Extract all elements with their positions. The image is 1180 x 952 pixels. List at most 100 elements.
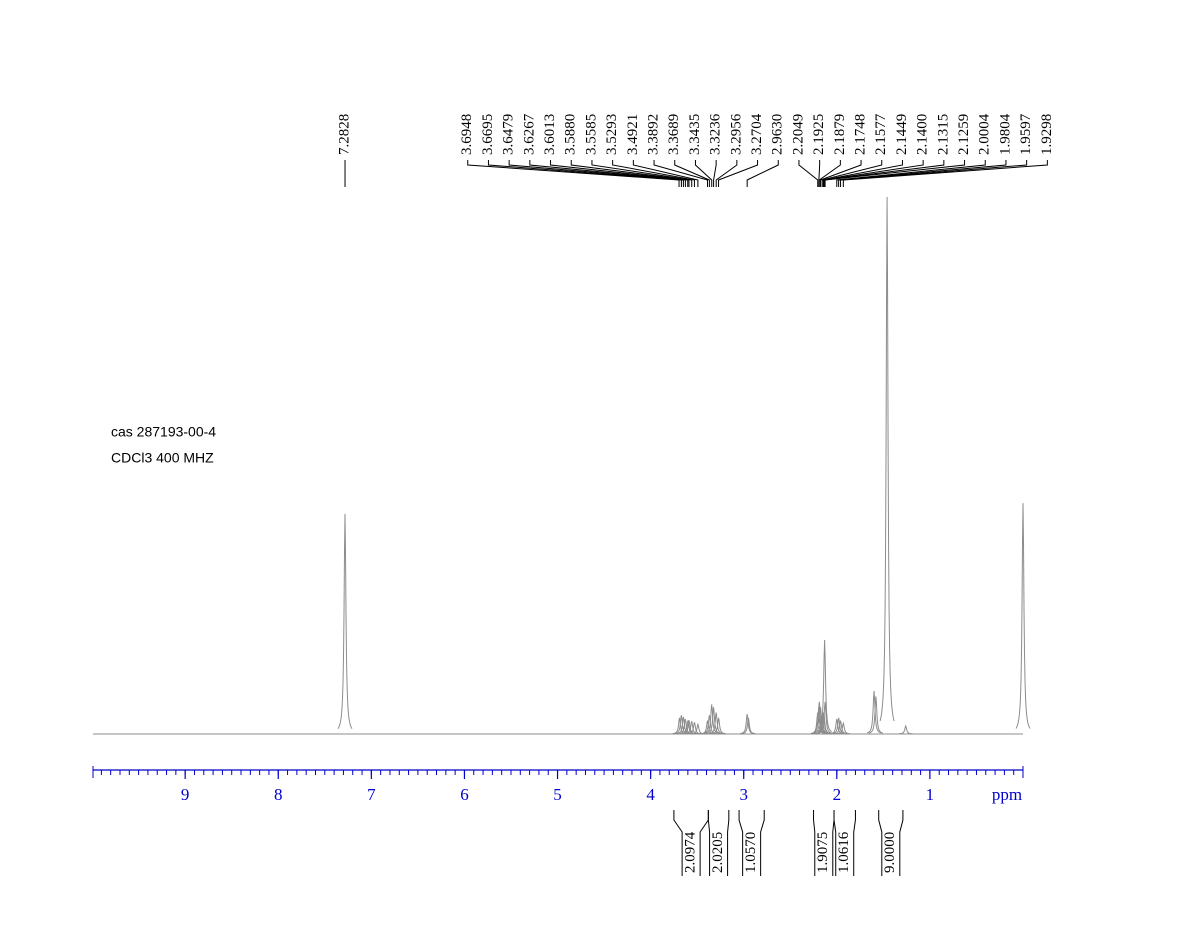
peak-label: 3.3236 <box>708 113 724 155</box>
peak-label-leader <box>550 160 689 187</box>
peak <box>706 707 721 734</box>
integral-label: 1.9075 <box>815 832 831 873</box>
peak <box>898 724 913 735</box>
peak-label: 3.2704 <box>749 113 765 155</box>
peak <box>817 640 832 733</box>
integral-bracket <box>673 810 683 876</box>
x-tick-label: 2 <box>833 785 842 804</box>
peak-label: 2.9630 <box>770 114 786 155</box>
peak <box>741 717 756 735</box>
integral-bracket <box>707 810 711 876</box>
peak-label: 2.1577 <box>873 113 889 155</box>
integral-label: 2.0974 <box>683 831 699 873</box>
peak <box>833 720 848 735</box>
peak-label: 2.1925 <box>811 114 827 155</box>
peak-label-leader <box>821 160 883 187</box>
x-tick-label: 4 <box>646 785 655 804</box>
integral-bracket <box>738 810 744 876</box>
peak-label-leader <box>508 160 684 187</box>
peak-label-leader <box>824 160 945 187</box>
peak-label: 3.3435 <box>687 114 703 155</box>
peak-label-leader <box>632 160 699 187</box>
peak-label: 1.9298 <box>1039 114 1055 155</box>
x-tick-label: 5 <box>553 785 562 804</box>
peak <box>1015 503 1031 729</box>
peak-label-leader <box>694 160 713 187</box>
x-tick-label: 7 <box>367 785 376 804</box>
peak <box>709 712 724 734</box>
peak-label-leader <box>746 160 779 187</box>
peak-label-leader <box>467 160 680 187</box>
peak-label-leader <box>713 160 717 187</box>
peak-label: 7.2828 <box>336 114 352 155</box>
peak-label: 1.9804 <box>997 113 1013 155</box>
peak-label: 3.5293 <box>604 114 620 155</box>
peak-label-leader <box>820 160 862 187</box>
peak <box>684 720 699 735</box>
integral-label: 9.0000 <box>882 832 898 873</box>
x-tick-label: 9 <box>181 785 190 804</box>
sample-label: cas 287193-00-4 <box>111 424 216 440</box>
peak-label-leader <box>838 160 1007 187</box>
peak <box>868 696 884 734</box>
integral-bracket <box>813 810 816 876</box>
x-tick-label: 6 <box>460 785 469 804</box>
peak-label-leader <box>591 160 693 187</box>
peak-label-leader <box>824 160 966 187</box>
peak-label: 2.1879 <box>832 114 848 155</box>
peak-label: 3.2956 <box>728 113 744 155</box>
peak-label: 3.6267 <box>521 113 537 155</box>
peak-label: 3.6013 <box>542 114 558 155</box>
peak-label: 3.6695 <box>480 114 496 155</box>
peak-label: 3.6479 <box>501 114 517 155</box>
peak <box>687 722 702 735</box>
integral-bracket <box>833 810 837 876</box>
integral-label: 2.0205 <box>710 832 726 873</box>
peak <box>817 701 833 734</box>
peak <box>879 196 895 722</box>
x-tick-label: 8 <box>274 785 283 804</box>
peak <box>866 691 882 734</box>
peak-label: 3.3892 <box>645 114 661 155</box>
peak <box>337 513 353 729</box>
peak-label: 2.1259 <box>956 114 972 155</box>
peak-label: 3.5880 <box>563 114 579 155</box>
peak <box>704 704 719 734</box>
integral-bracket <box>899 810 904 876</box>
peak <box>711 717 726 735</box>
integral-bracket <box>760 810 765 876</box>
integral-bracket <box>727 810 730 876</box>
x-tick-label: 1 <box>926 785 935 804</box>
peak-label-leader <box>718 160 759 187</box>
integral-label: 1.0616 <box>836 831 852 873</box>
integral-bracket <box>699 810 709 876</box>
peak-label: 2.2049 <box>790 114 806 155</box>
integral-label: 1.0570 <box>743 832 759 873</box>
peak-label: 2.1449 <box>894 114 910 155</box>
peak <box>812 701 827 734</box>
peak-label-leader <box>674 160 710 187</box>
peak-label-leader <box>836 160 986 187</box>
peak-label: 3.5585 <box>583 114 599 155</box>
peak-label: 3.3689 <box>666 114 682 155</box>
peak-label-leader <box>842 160 1048 187</box>
peak-label-leader <box>529 160 686 187</box>
peak-label: 2.1748 <box>852 114 868 155</box>
peak <box>836 721 851 735</box>
peak-label-leader <box>487 160 682 187</box>
peak-label: 2.1400 <box>915 114 931 155</box>
peak-label: 2.0004 <box>977 113 993 155</box>
conditions-label: CDCl3 400 MHZ <box>111 450 214 466</box>
peak-label: 3.6948 <box>459 114 475 155</box>
peak-label-leader <box>822 160 903 187</box>
integral-bracket <box>853 810 856 876</box>
x-tick-label: 3 <box>739 785 748 804</box>
integral-bracket <box>878 810 883 876</box>
peak-label-leader <box>840 160 1028 187</box>
peak-label-leader <box>823 160 924 187</box>
peak-label: 3.4921 <box>625 114 641 155</box>
peak-label-leader <box>798 160 819 187</box>
peak-label-leader <box>612 160 695 187</box>
